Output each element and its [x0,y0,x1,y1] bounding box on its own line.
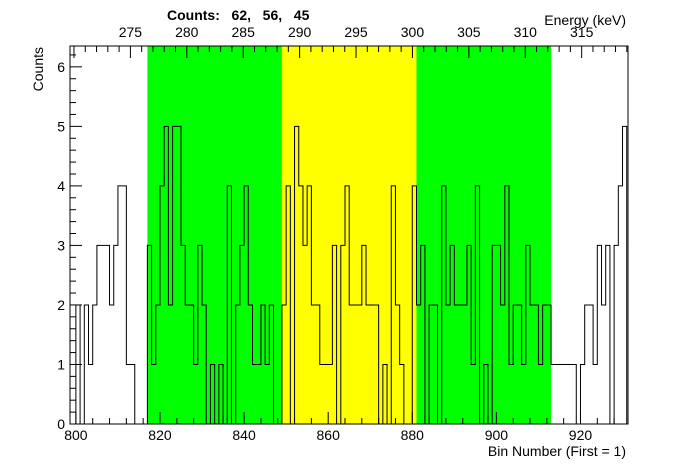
y-tick-label: 0 [57,416,65,432]
y-tick-label: 5 [57,118,65,134]
histogram-line [71,125,628,425]
histogram-series [71,125,628,425]
energy-tick-label: 285 [232,24,256,40]
tick-labels: 800 820 840 860 880 900 920 0 1 2 3 4 5 6 275 280 285 290… [57,24,593,443]
energy-tick-label: 310 [514,24,538,40]
plot-border [69,45,629,425]
energy-tick-label: 275 [119,24,143,40]
energy-tick-label: 290 [288,24,312,40]
x-tick-label: 800 [64,427,88,443]
x-tick-label: 840 [232,427,256,443]
y-tick-label: 2 [57,297,65,313]
energy-tick-label: 300 [401,24,425,40]
energy-axis-title: Energy (keV) [544,12,626,28]
region-left-background [147,46,282,424]
energy-tick-label: 295 [344,24,368,40]
y-tick-label: 3 [57,237,65,253]
x-tick-label: 860 [317,427,341,443]
energy-tick-label: 305 [457,24,481,40]
y-tick-label: 1 [57,356,65,372]
x-tick-label: 900 [485,427,509,443]
plot-frame [69,45,629,425]
x-axis-title: Bin Number (First = 1) [488,443,626,459]
y-tick-label: 6 [57,59,65,75]
region-right-background [416,46,552,424]
x-tick-label: 880 [401,427,425,443]
x-tick-label: 920 [569,427,593,443]
x-tick-label: 820 [148,427,172,443]
energy-tick-label: 280 [175,24,199,40]
counts-title: Counts: 62, 56, 45 [167,7,310,23]
y-tick-label: 4 [57,178,65,194]
energy-tick-label: 315 [570,24,594,40]
y-axis-title: Counts [30,47,46,91]
axis-ticks [70,46,628,425]
